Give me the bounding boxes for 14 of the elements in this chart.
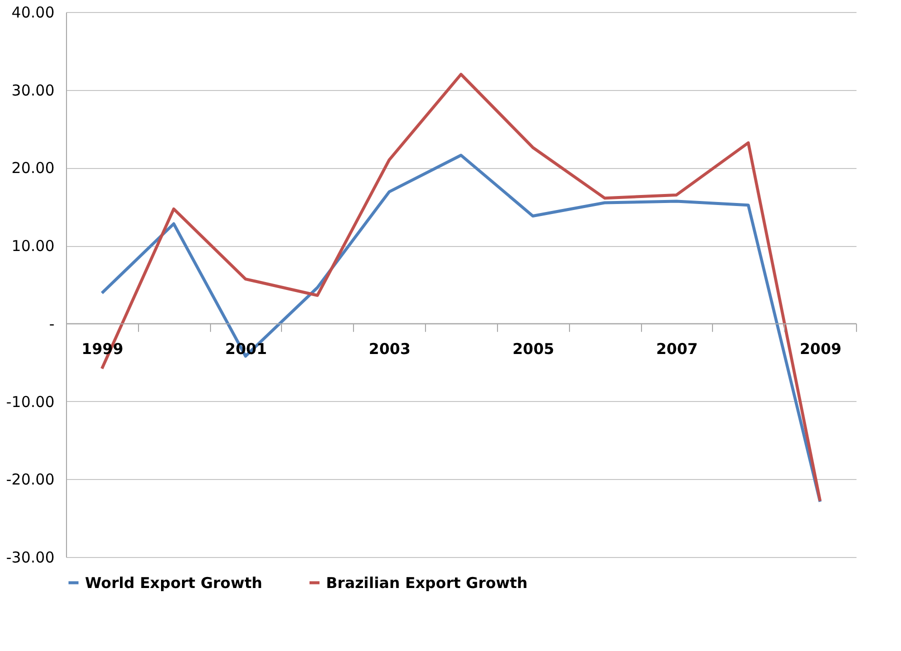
y-tick-label: 20.00 (12, 159, 54, 178)
y-tick-label: -20.00 (6, 470, 54, 489)
y-tick-label: - (49, 314, 54, 333)
legend-label: World Export Growth (85, 574, 262, 592)
x-tick-label: 2007 (656, 340, 698, 358)
y-tick-label: -30.00 (6, 548, 54, 566)
y-tick-label: 40.00 (12, 4, 54, 22)
y-tick-label: 10.00 (12, 237, 54, 256)
x-tick-label: 2005 (512, 340, 554, 358)
x-tick-label: 2003 (368, 340, 411, 358)
legend-label: Brazilian Export Growth (326, 574, 528, 592)
y-tick-label: -10.00 (6, 392, 54, 411)
y-tick-label: 30.00 (12, 81, 54, 100)
x-tick-label: 2009 (800, 340, 842, 358)
